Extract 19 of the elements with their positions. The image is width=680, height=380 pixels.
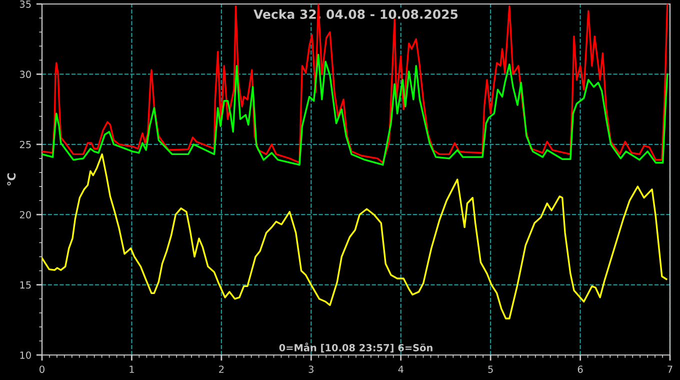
x-tick-label: 0 <box>40 366 44 373</box>
y-axis-title: °C <box>7 173 16 186</box>
line-series <box>42 153 668 320</box>
y-tick-label: 15 <box>20 281 31 289</box>
x-tick-label: 2 <box>219 366 224 373</box>
y-tick-label: 25 <box>20 140 31 148</box>
y-tick-label: 30 <box>20 70 31 78</box>
line-series <box>42 4 668 164</box>
x-tick-label: 5 <box>488 366 493 373</box>
y-tick-label: 10 <box>20 351 31 359</box>
x-tick-label: 4 <box>398 366 404 373</box>
x-tick-label: 7 <box>668 366 672 373</box>
y-tick-label: 35 <box>20 0 31 8</box>
x-tick-label: 6 <box>578 366 583 373</box>
x-tick-label: 1 <box>130 366 134 373</box>
line-series <box>42 54 668 166</box>
y-tick-label: 20 <box>20 211 31 218</box>
x-tick-label: 3 <box>308 366 314 373</box>
annotation: 0=Mån [10.08 23:57] 6=Sön <box>279 342 432 353</box>
